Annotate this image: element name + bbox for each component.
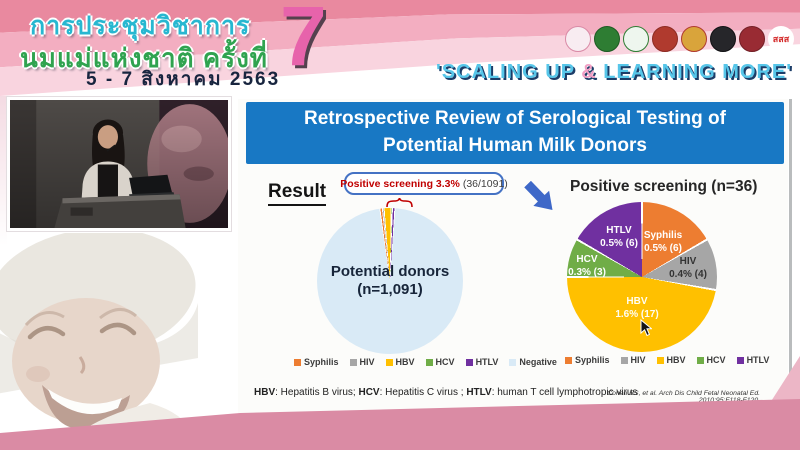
sponsor-logo-icon: สสส <box>768 26 794 52</box>
sponsor-logo-icon <box>594 26 620 52</box>
legend-label: Syphilis <box>304 357 339 367</box>
slide-title-line2: Potential Human Milk Donors <box>383 135 647 156</box>
baby-background-image <box>0 233 240 448</box>
legend-swatch <box>696 356 704 364</box>
legend-label: HTLV <box>746 355 770 365</box>
legend-item: HBV <box>656 355 686 365</box>
legend-label: HIV <box>359 357 375 367</box>
presenter-video <box>7 97 231 231</box>
sponsor-logo-icon <box>565 26 591 52</box>
slice-label-hcv: HCV 0.3% (3) <box>568 254 606 278</box>
legend-label: HCV <box>435 357 455 367</box>
legend-item: HIV <box>349 357 375 367</box>
legend-swatch <box>349 358 357 366</box>
legend-item: HCV <box>696 355 726 365</box>
arrow-right-icon <box>518 175 562 219</box>
slide-title-bar: Retrospective Review of Serological Test… <box>246 102 784 164</box>
legend-potential-donors: Syphilis HIV HBV HCV HTLV Negative <box>294 357 557 367</box>
legend-swatch <box>620 356 628 364</box>
sponsor-logo-icon <box>710 26 736 52</box>
legend-item: Negative <box>509 357 557 367</box>
sponsor-logos-row: สสส <box>565 26 794 52</box>
legend-label: Negative <box>519 357 557 367</box>
legend-item: Syphilis <box>294 357 339 367</box>
legend-item: HTLV <box>736 355 770 365</box>
edition-number: 7 <box>280 0 327 83</box>
abbreviation-footnote: HBV: Hepatitis B virus; HCV: Hepatitis C… <box>254 387 638 398</box>
conference-banner: การประชุมวิชาการ นมแม่แห่งชาติ ครั้งที่ … <box>0 0 800 96</box>
conference-title-thai-line1: การประชุมวิชาการ <box>30 12 251 40</box>
slice-label-syphilis: Syphilis 0.5% (6) <box>643 230 683 254</box>
slide-edge-divider <box>789 99 792 419</box>
legend-swatch <box>565 356 572 364</box>
conference-title-thai-line2: นมแม่แห่งชาติ ครั้งที่ <box>20 43 268 73</box>
legend-swatch <box>425 358 433 366</box>
mouse-cursor <box>640 318 653 337</box>
legend-positive-screening: Syphilis HIV HBV HCV HTLV <box>565 355 769 365</box>
callout-detail: (36/1091) <box>462 177 508 190</box>
legend-item: Syphilis <box>565 355 610 365</box>
slide-title-line1: Retrospective Review of Serological Test… <box>304 108 726 130</box>
result-heading: Result <box>268 181 327 206</box>
citation-text: Cohen RS, et al. Arch Dis Child Fetal Ne… <box>607 390 760 404</box>
legend-swatch <box>385 358 393 366</box>
conference-dates: 5 - 7 สิงหาคม 2563 <box>86 69 281 90</box>
legend-label: HIV <box>630 355 646 365</box>
legend-item: HCV <box>425 357 455 367</box>
left-gutter <box>0 96 7 246</box>
brace-icon <box>386 194 413 208</box>
legend-item: HIV <box>620 355 646 365</box>
legend-swatch <box>736 356 744 364</box>
slice-label-htlv: HTLV 0.5% (6) <box>600 225 638 249</box>
slide-panel: Retrospective Review of Serological Test… <box>238 99 788 419</box>
pie-center-label: Potential donors (n=1,091) <box>330 263 450 298</box>
slice-label-hiv: HIV 0.4% (4) <box>669 256 707 280</box>
sponsor-logo-icon <box>623 26 649 52</box>
potential-donors-pie: Potential donors (n=1,091) <box>317 208 463 354</box>
legend-item: HBV <box>385 357 415 367</box>
positive-screening-callout: Positive screening 3.3% (36/1091) <box>340 172 508 195</box>
sponsor-logo-icon <box>652 26 678 52</box>
legend-label: HTLV <box>475 357 499 367</box>
legend-swatch <box>509 358 517 366</box>
legend-swatch <box>294 358 301 366</box>
legend-swatch <box>656 356 664 364</box>
callout-highlight: Positive screening 3.3% <box>340 177 460 190</box>
sponsor-logo-icon <box>739 26 765 52</box>
positive-screening-title: Positive screening (n=36) <box>570 178 758 195</box>
legend-swatch <box>465 358 473 366</box>
legend-label: Syphilis <box>575 355 610 365</box>
legend-label: HBV <box>666 355 686 365</box>
legend-item: HTLV <box>465 357 499 367</box>
legend-label: HCV <box>706 355 726 365</box>
legend-label: HBV <box>395 357 415 367</box>
conference-slogan: 'SCALING UP & LEARNING MORE' <box>435 61 792 83</box>
slice-label-hbv: HBV 1.6% (17) <box>615 296 659 320</box>
sponsor-logo-icon <box>681 26 707 52</box>
